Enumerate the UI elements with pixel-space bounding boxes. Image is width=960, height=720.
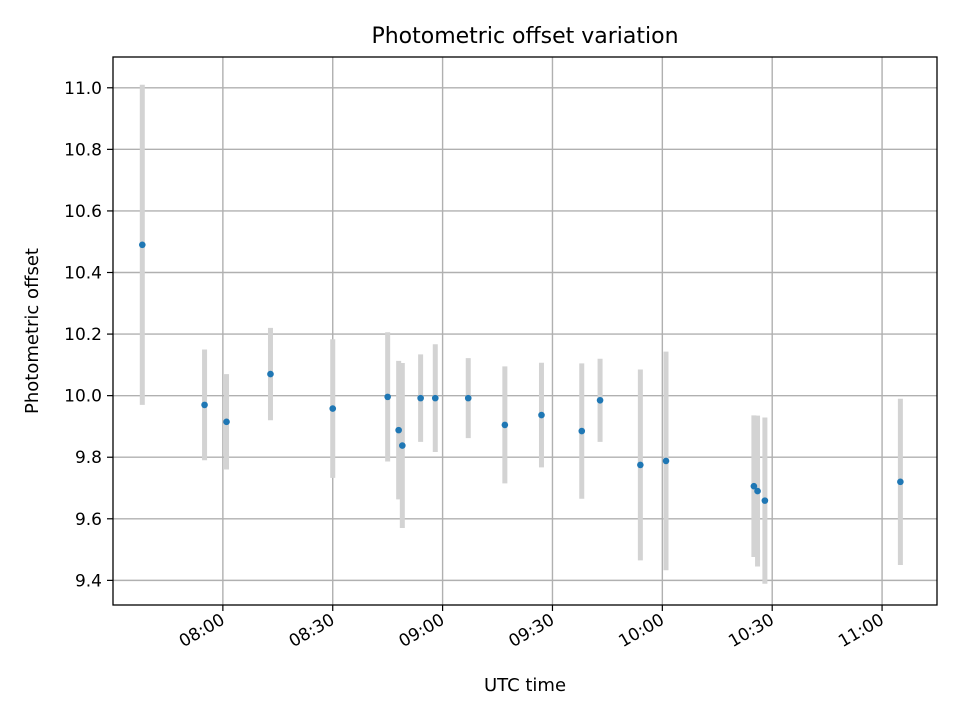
data-point <box>761 497 769 504</box>
grid <box>113 57 937 605</box>
y-tick-label: 9.4 <box>75 571 102 591</box>
data-point <box>138 241 146 249</box>
y-tick-label: 9.6 <box>75 510 102 530</box>
plot-frame <box>112 56 938 606</box>
data-point <box>596 396 604 404</box>
data-point <box>223 418 230 426</box>
data-point <box>201 401 208 409</box>
data-point <box>384 393 391 401</box>
data-point <box>267 370 274 378</box>
x-tick-label: 09:00 <box>396 610 448 652</box>
y-tick-label: 10.0 <box>64 387 102 407</box>
x-axis-ticks: 08:00 08:30 09:00 09:30 10:00 10:30 11:00 <box>176 605 888 652</box>
y-tick-label: 10.2 <box>64 325 102 345</box>
data-point <box>464 394 472 402</box>
data-point <box>750 482 758 490</box>
y-tick-label: 10.4 <box>64 264 102 284</box>
data-point <box>754 487 761 495</box>
x-tick-label: 08:30 <box>286 610 338 652</box>
data-point <box>897 478 904 486</box>
y-tick-label: 11.0 <box>64 79 102 99</box>
y-axis-ticks: 9.4 9.6 9.8 10.0 10.2 10.4 10.6 10.8 11.0 <box>64 79 113 591</box>
data-point <box>395 426 402 434</box>
data-point <box>538 411 545 419</box>
data-point <box>578 427 586 435</box>
x-tick-label: 10:00 <box>615 610 667 652</box>
data-point <box>662 457 670 465</box>
data-point <box>399 442 406 449</box>
x-tick-label: 10:30 <box>725 610 777 652</box>
data-point <box>431 394 439 402</box>
data-point <box>501 421 509 429</box>
y-axis-label: Photometric offset <box>22 248 43 414</box>
y-tick-label: 10.6 <box>64 202 102 222</box>
data-point <box>329 405 337 412</box>
chart-title: Photometric offset variation <box>371 24 678 49</box>
x-tick-label: 11:00 <box>835 610 887 652</box>
data-point <box>637 461 644 469</box>
x-tick-label: 09:30 <box>506 610 558 652</box>
data-point <box>417 394 424 402</box>
y-tick-label: 10.8 <box>64 140 102 160</box>
x-tick-label: 08:00 <box>176 610 228 652</box>
y-tick-label: 9.8 <box>75 448 102 468</box>
data-points <box>138 241 904 504</box>
x-axis-label: UTC time <box>484 675 566 696</box>
